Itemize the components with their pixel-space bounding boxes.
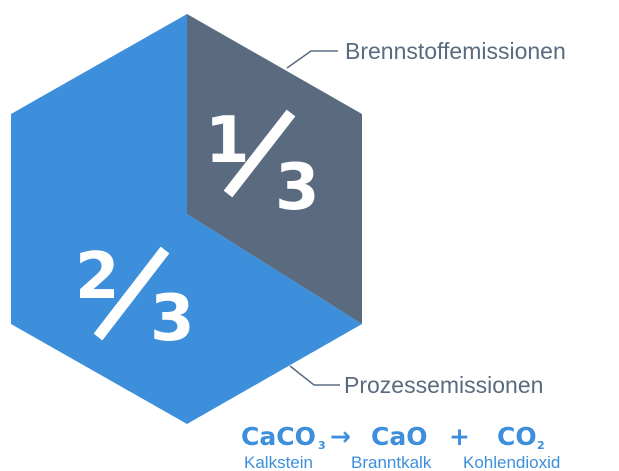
limestone-name: Kalkstein [244, 453, 313, 471]
co2-formula: CO [497, 422, 537, 451]
process-fraction-slash [93, 246, 170, 341]
co2-name: Kohlendioxid [463, 453, 560, 471]
process-callout-line [289, 365, 340, 386]
fuel-fraction-slash [223, 109, 296, 198]
process-emissions-segment [11, 14, 362, 424]
fuel-fraction: 1 3 [205, 104, 320, 225]
process-fraction-denominator: 3 [150, 282, 195, 356]
quicklime-formula: CaO [371, 422, 427, 451]
limestone-formula: CaCO [241, 422, 316, 451]
fuel-emissions-segment [187, 14, 362, 324]
quicklime-name: Branntkalk [351, 453, 432, 471]
limestone-formula-subscript: 3 [318, 439, 326, 452]
fuel-fraction-denominator: 3 [275, 151, 320, 225]
process-fraction-numerator: 2 [75, 240, 120, 314]
fuel-callout-line [286, 50, 338, 69]
process-fraction: 2 3 [75, 240, 195, 356]
reaction-arrow: → [330, 422, 351, 451]
fuel-emissions-label: Brennstoffemissionen [345, 38, 566, 64]
process-emissions-label: Prozessemissionen [344, 372, 543, 398]
fuel-fraction-numerator: 1 [205, 104, 250, 178]
chemical-equation: CaCO 3 → CaO + CO 2 Kalkstein Branntkalk… [241, 422, 560, 471]
plus-sign: + [449, 422, 470, 451]
co2-formula-subscript: 2 [537, 439, 545, 452]
